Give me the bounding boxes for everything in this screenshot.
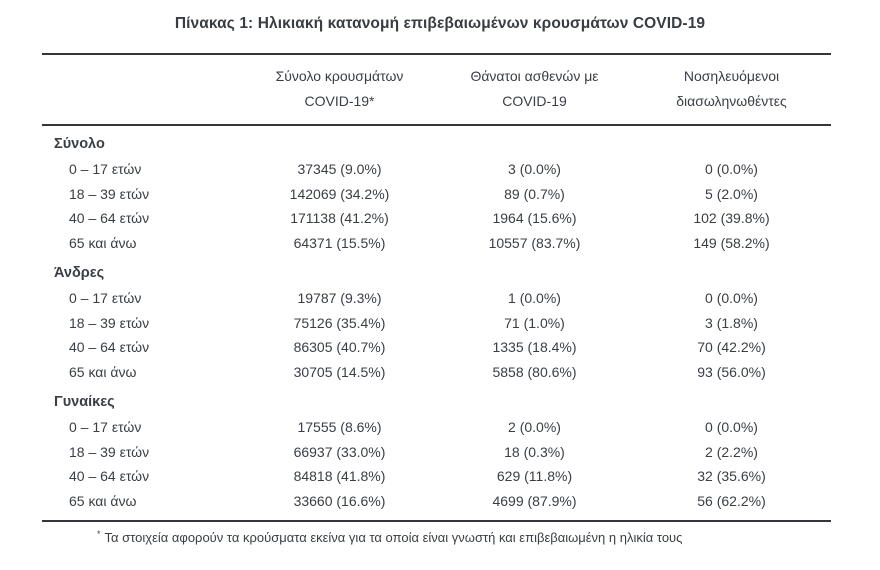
age-label: 40 – 64 ετών: [69, 339, 150, 356]
table-header-row: Σύνολο κρουσμάτων COVID-19* Θάνατοι ασθε…: [42, 55, 831, 124]
table-row: 40 – 64 ετών 84818 (41.8%) 629 (11.8%) 3…: [42, 464, 831, 489]
deaths-value: 5858 (80.6%): [492, 363, 577, 380]
table-row: 0 – 17 ετών 19787 (9.3%) 1 (0.0%) 0 (0.0…: [42, 286, 831, 311]
intubated-value: 149 (58.2%): [693, 234, 770, 251]
intubated-value: 93 (56.0%): [697, 363, 766, 380]
section-women: Γυναίκες 0 – 17 ετών 17555 (8.6%) 2 (0.0…: [42, 389, 831, 513]
column-header-empty: [42, 80, 242, 99]
cases-value: 37345 (9.0%): [297, 161, 382, 178]
intubated-value: 32 (35.6%): [697, 468, 766, 485]
table-row: 65 και άνω 64371 (15.5%) 10557 (83.7%) 1…: [42, 231, 831, 256]
age-label: 65 και άνω: [69, 363, 137, 380]
age-label: 0 – 17 ετών: [69, 290, 142, 307]
column-header-total-cases: Σύνολο κρουσμάτων COVID-19*: [275, 68, 404, 109]
intubated-value: 102 (39.8%): [693, 210, 770, 227]
section-label: Σύνολο: [54, 136, 105, 152]
table-row: 18 – 39 ετών 142069 (34.2%) 89 (0.7%) 5 …: [42, 182, 831, 207]
table-row: 65 και άνω 30705 (14.5%) 5858 (80.6%) 93…: [42, 360, 831, 385]
age-label: 40 – 64 ετών: [69, 210, 150, 227]
section-total: Σύνολο 0 – 17 ετών 37345 (9.0%) 3 (0.0%)…: [42, 131, 831, 255]
section-men: Άνδρες 0 – 17 ετών 19787 (9.3%) 1 (0.0%)…: [42, 260, 831, 384]
intubated-value: 2 (2.2%): [705, 443, 758, 460]
deaths-value: 89 (0.7%): [504, 185, 565, 202]
deaths-value: 18 (0.3%): [504, 443, 565, 460]
age-label: 40 – 64 ετών: [69, 468, 150, 485]
intubated-value: 0 (0.0%): [705, 161, 758, 178]
table-bottom-rule: [42, 520, 831, 522]
table-row: 0 – 17 ετών 17555 (8.6%) 2 (0.0%) 0 (0.0…: [42, 415, 831, 440]
age-label: 65 και άνω: [69, 492, 137, 509]
table-title: Πίνακας 1: Ηλικιακή κατανομή επιβεβαιωμέ…: [174, 15, 706, 32]
deaths-value: 3 (0.0%): [508, 161, 561, 178]
age-label: 0 – 17 ετών: [69, 419, 142, 436]
cases-value: 33660 (16.6%): [293, 492, 386, 509]
table-footnote: * Τα στοιχεία αφορούν τα κρούσματα εκείνα…: [97, 529, 831, 545]
age-label: 18 – 39 ετών: [69, 314, 150, 331]
cases-value: 171138 (41.2%): [290, 210, 389, 227]
cases-value: 66937 (33.0%): [293, 443, 386, 460]
deaths-value: 629 (11.8%): [496, 468, 573, 485]
deaths-value: 71 (1.0%): [504, 314, 565, 331]
cases-value: 19787 (9.3%): [297, 290, 382, 307]
deaths-value: 1 (0.0%): [508, 290, 561, 307]
column-header-deaths: Θάνατοι ασθενών με COVID-19: [470, 68, 599, 109]
age-label: 0 – 17 ετών: [69, 161, 142, 178]
table-row: 40 – 64 ετών 86305 (40.7%) 1335 (18.4%) …: [42, 335, 831, 360]
column-header-intubated: Νοσηλευόμενοι διασωληνωθέντες: [676, 68, 787, 109]
intubated-value: 0 (0.0%): [705, 419, 758, 436]
table-header-rule: [42, 124, 831, 126]
age-label: 18 – 39 ετών: [69, 185, 150, 202]
covid-age-distribution-table: Σύνολο κρουσμάτων COVID-19* Θάνατοι ασθε…: [42, 53, 831, 545]
deaths-value: 1964 (15.6%): [492, 210, 577, 227]
intubated-value: 70 (42.2%): [697, 339, 766, 356]
cases-value: 75126 (35.4%): [293, 314, 386, 331]
table-top-rule: [42, 53, 831, 55]
deaths-value: 10557 (83.7%): [488, 234, 581, 251]
age-label: 18 – 39 ετών: [69, 443, 150, 460]
footnote-asterisk: *: [97, 529, 101, 539]
table-row: 40 – 64 ετών 171138 (41.2%) 1964 (15.6%)…: [42, 206, 831, 231]
section-label: Γυναίκες: [54, 394, 115, 410]
table-row: 18 – 39 ετών 75126 (35.4%) 71 (1.0%) 3 (…: [42, 311, 831, 336]
deaths-value: 4699 (87.9%): [492, 492, 577, 509]
table-row: 65 και άνω 33660 (16.6%) 4699 (87.9%) 56…: [42, 489, 831, 514]
intubated-value: 3 (1.8%): [705, 314, 758, 331]
intubated-value: 0 (0.0%): [705, 290, 758, 307]
intubated-value: 56 (62.2%): [697, 492, 766, 509]
cases-value: 64371 (15.5%): [293, 234, 386, 251]
deaths-value: 1335 (18.4%): [492, 339, 577, 356]
table-row: 18 – 39 ετών 66937 (33.0%) 18 (0.3%) 2 (…: [42, 440, 831, 465]
intubated-value: 5 (2.0%): [705, 185, 758, 202]
cases-value: 142069 (34.2%): [289, 185, 390, 202]
cases-value: 84818 (41.8%): [293, 468, 386, 485]
deaths-value: 2 (0.0%): [508, 419, 561, 436]
table-row: 0 – 17 ετών 37345 (9.0%) 3 (0.0%) 0 (0.0…: [42, 157, 831, 182]
section-label: Άνδρες: [54, 265, 105, 281]
footnote-text: Τα στοιχεία αφορούν τα κρούσματα εκείνα …: [104, 530, 683, 545]
cases-value: 30705 (14.5%): [293, 363, 386, 380]
cases-value: 17555 (8.6%): [297, 419, 382, 436]
age-label: 65 και άνω: [69, 234, 137, 251]
cases-value: 86305 (40.7%): [293, 339, 386, 356]
